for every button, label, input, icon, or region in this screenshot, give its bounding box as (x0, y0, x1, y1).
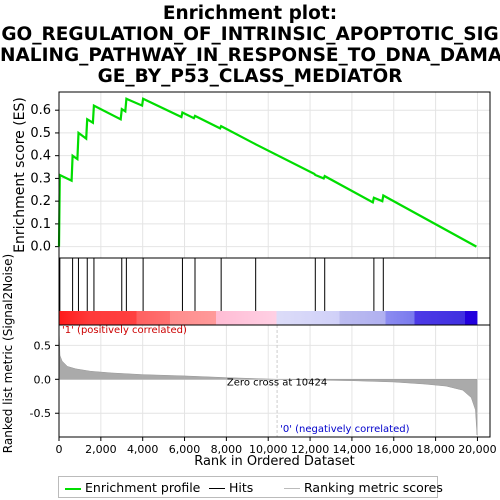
enrichment-profile-line (57, 97, 477, 248)
metric-y-axis-label: Ranked list metric (Signal2Noise) (1, 254, 15, 453)
es-tick-label-y: 0.4 (30, 149, 51, 164)
legend-hits-label: Hits (229, 480, 254, 495)
x-axis-label: Rank in Ordered Dataset (194, 454, 355, 469)
es-tick-label-y: 0.3 (30, 171, 51, 186)
legend-metric-label: Ranking metric scores (304, 480, 443, 495)
metric-tick-label-x: 0 (56, 443, 63, 456)
hits-panel-bg (59, 258, 490, 311)
ranked-metric-area (58, 328, 478, 436)
zero-cross-label: Zero cross at 10424 (227, 377, 327, 388)
legend-profile-label: Enrichment profile (85, 480, 201, 495)
ranked-list-heatmap (59, 311, 478, 325)
metric-tick-label-y: 0.5 (34, 339, 52, 352)
es-tick-label-y: 0.1 (30, 217, 51, 232)
metric-tick-label-x: 20,000 (458, 443, 497, 456)
title-line-3: NALING_PATHWAY_IN_RESPONSE_TO_DNA_DAMA (0, 45, 500, 66)
legend-profile-swatch (65, 487, 81, 490)
es-panel-bg (59, 92, 490, 258)
metric-tick-label-x: 18,000 (416, 443, 455, 456)
metric-tick-label-x: 12,000 (291, 443, 330, 456)
es-tick-label-y: 0.6 (30, 103, 51, 118)
es-y-axis-label: Enrichment score (ES) (12, 97, 28, 253)
legend-item-metric: Ranking metric scores (284, 480, 443, 495)
metric-tick-label-x: 14,000 (333, 443, 372, 456)
legend: Enrichment profile Hits Ranking metric s… (58, 476, 443, 498)
metric-tick-label-x: 4,000 (127, 443, 159, 456)
es-tick-label-y: 0.5 (30, 126, 51, 141)
metric-tick-label-x: 2,000 (85, 443, 117, 456)
es-tick-label-y: 0.0 (30, 240, 51, 255)
title-line-2: GO_REGULATION_OF_INTRINSIC_APOPTOTIC_SIG (1, 24, 499, 45)
legend-item-profile: Enrichment profile (65, 480, 200, 495)
legend-item-hits: Hits (209, 480, 253, 495)
metric-tick-label-x: 6,000 (169, 443, 201, 456)
metric-panel-frame (58, 324, 491, 438)
metric-tick-label-x: 10,000 (249, 443, 288, 456)
title-line-1: Enrichment plot: (162, 3, 338, 24)
legend-hits-swatch (209, 488, 225, 489)
metric-tick-label-x: 8,000 (211, 443, 243, 456)
es-tick-label-y: 0.2 (30, 194, 51, 209)
negative-correlation-label: '0' (negatively correlated) (280, 424, 409, 435)
metric-tick-label-y: -0.5 (30, 407, 51, 420)
title-line-4: GE_BY_P53_CLASS_MEDIATOR (97, 66, 403, 87)
metric-tick-label-y: 0.0 (34, 373, 52, 386)
positive-correlation-label: '1' (positively correlated) (62, 325, 187, 336)
metric-tick-label-x: 16,000 (375, 443, 414, 456)
legend-metric-swatch (284, 488, 300, 489)
